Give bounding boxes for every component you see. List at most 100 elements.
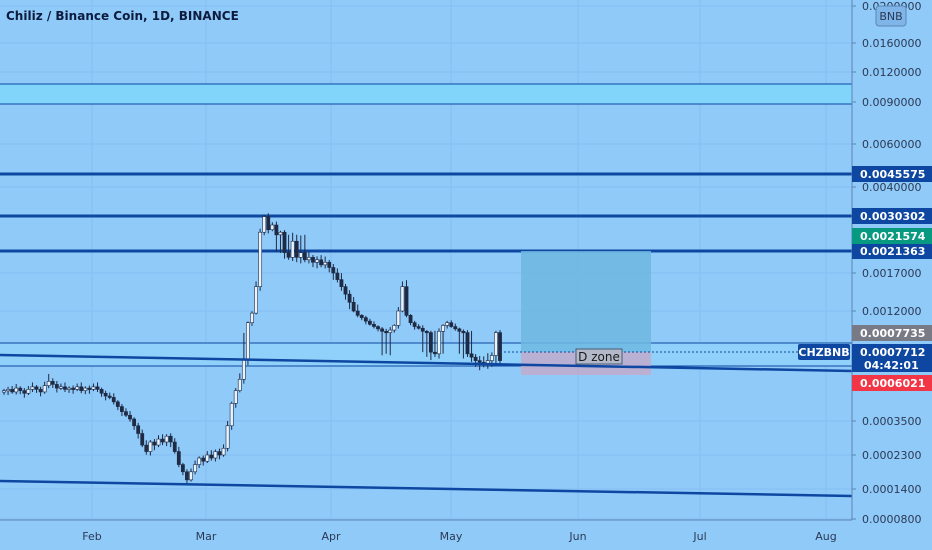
candle-body — [30, 386, 35, 390]
candle-body — [115, 401, 120, 407]
candle-body — [437, 331, 441, 355]
candle-body — [233, 390, 238, 404]
candle-body — [254, 286, 258, 314]
candle-body — [128, 414, 132, 420]
candle-body — [347, 293, 352, 303]
candle-body — [424, 331, 429, 334]
x-tick-label: Feb — [82, 530, 101, 543]
price-tag-text: 0.0006021 — [860, 377, 925, 390]
candle-body — [246, 322, 250, 360]
candle-body — [286, 252, 291, 258]
candle-body — [217, 451, 222, 456]
candle-body — [355, 310, 360, 316]
candle-body — [144, 444, 149, 452]
candle-body — [494, 332, 498, 356]
candle-body — [388, 329, 393, 333]
y-tick-label: 0.0160000 — [862, 37, 922, 50]
candle-body — [168, 435, 173, 443]
price-tag: 0.0006021 — [852, 375, 932, 391]
candle-body — [95, 386, 100, 390]
candle-body — [83, 387, 88, 391]
candle-body — [445, 322, 450, 326]
candle-body — [420, 327, 425, 332]
plot-area-background — [0, 0, 852, 520]
candle-body — [384, 331, 389, 334]
time-axis[interactable]: Feb Mar Apr May Jun Jul Aug — [82, 530, 836, 543]
level-price-label-text: 0.0045575 — [860, 168, 925, 181]
candle-body — [164, 435, 169, 443]
symbol-text: CHZBNB — [798, 346, 849, 359]
candle-body — [250, 312, 254, 324]
candle-body — [99, 389, 104, 394]
candle-body — [225, 425, 230, 449]
candle-body — [91, 386, 96, 390]
x-tick-label: Aug — [815, 530, 836, 543]
candle-body — [172, 441, 177, 452]
candle-body — [136, 425, 141, 434]
candle-body — [396, 310, 401, 326]
candle-body — [270, 224, 275, 231]
y-tick-label: 0.0017000 — [862, 267, 922, 280]
y-tick-label: 0.0001400 — [862, 483, 922, 496]
level-price-label: 0.0045575 — [852, 166, 932, 182]
candle-body — [221, 447, 226, 456]
candle-body — [148, 441, 153, 452]
grid — [0, 0, 852, 520]
candle-body — [489, 355, 494, 361]
price-tag: 0.0021574 — [852, 228, 932, 244]
candle-body — [412, 322, 417, 327]
candle-body — [335, 272, 340, 280]
currency-badge[interactable]: BNB — [875, 5, 907, 27]
candle-body — [331, 267, 336, 274]
candle-body — [400, 286, 405, 312]
candle-body — [209, 454, 214, 459]
y-tick-label: 0.0002300 — [862, 449, 922, 462]
candle-body — [38, 389, 43, 393]
level-price-label-text: 0.0030302 — [860, 210, 925, 223]
candle-body — [59, 386, 63, 389]
candle-body — [404, 286, 409, 316]
candle-body — [363, 317, 368, 322]
y-tick-label: 0.0060000 — [862, 138, 922, 151]
candle-body — [416, 326, 421, 329]
last-price-text: 0.0007712 — [860, 346, 925, 359]
candle-body — [107, 395, 112, 398]
candle-body — [18, 387, 23, 391]
candle-body — [323, 261, 328, 266]
candle-body — [473, 356, 478, 361]
zone-target-box — [521, 251, 651, 352]
currency-badge-text: BNB — [879, 10, 902, 23]
level-price-label: 0.0030302 — [852, 208, 932, 224]
candle-body — [449, 322, 454, 327]
candle-body — [465, 332, 470, 355]
zone-label-text: D zone — [578, 350, 620, 364]
candle-body — [201, 457, 206, 462]
candle-body — [477, 360, 482, 363]
channel-bands — [0, 83, 852, 375]
chart-title: Chiliz / Binance Coin, 1D, BINANCE — [6, 9, 239, 23]
candle-body — [213, 451, 218, 459]
candle-body — [111, 397, 116, 403]
zone-label[interactable]: D zone — [575, 348, 623, 365]
candle-body — [140, 433, 145, 446]
candle-body — [79, 386, 84, 391]
candle-body — [87, 387, 92, 390]
candle-body — [392, 325, 397, 331]
price-axis[interactable]: 0.02000000.01600000.01200000.00900000.00… — [852, 0, 922, 526]
candle-body — [298, 252, 303, 258]
y-tick-label: 0.0003500 — [862, 415, 922, 428]
x-tick-label: Apr — [321, 530, 341, 543]
candle-body — [2, 390, 6, 393]
candle-body — [120, 406, 124, 412]
candle-body — [469, 353, 474, 358]
candle-body — [351, 301, 356, 312]
candle-body — [189, 471, 193, 481]
candle-body — [124, 411, 128, 416]
candle-body — [46, 381, 51, 386]
candle-body — [319, 259, 324, 266]
x-tick-label: Mar — [196, 530, 217, 543]
candle-body — [408, 315, 413, 324]
